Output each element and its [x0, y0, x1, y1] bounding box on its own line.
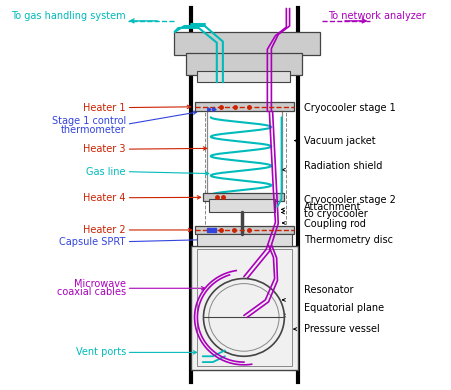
Text: Heater 4: Heater 4 — [83, 193, 125, 203]
Text: Resonator: Resonator — [303, 285, 353, 295]
Bar — [186, 53, 301, 74]
Bar — [190, 246, 297, 370]
Text: Radiation shield: Radiation shield — [303, 161, 381, 171]
Bar — [194, 226, 293, 234]
Text: Microwave: Microwave — [74, 279, 125, 289]
Bar — [196, 250, 291, 366]
Text: Cryocooler stage 1: Cryocooler stage 1 — [303, 103, 395, 113]
Text: Attachment: Attachment — [303, 202, 360, 213]
Text: coaxial cables: coaxial cables — [56, 287, 125, 297]
Text: Cryocooler stage 2: Cryocooler stage 2 — [303, 195, 395, 205]
Bar — [174, 32, 319, 55]
Text: Thermometry disc: Thermometry disc — [303, 235, 392, 245]
Text: To network analyzer: To network analyzer — [327, 11, 425, 21]
Text: Equatorial plane: Equatorial plane — [303, 303, 383, 313]
Text: to cryocooler: to cryocooler — [303, 209, 367, 220]
Text: Vent ports: Vent ports — [75, 347, 125, 357]
Text: Capsule SPRT: Capsule SPRT — [60, 237, 125, 246]
Bar — [196, 234, 291, 246]
Text: Heater 3: Heater 3 — [83, 144, 125, 154]
Circle shape — [203, 278, 284, 356]
Bar — [202, 193, 283, 201]
Text: To gas handling system: To gas handling system — [11, 11, 125, 21]
Bar — [194, 102, 293, 112]
Text: Coupling rod: Coupling rod — [303, 219, 365, 229]
Text: Stage 1 control: Stage 1 control — [51, 116, 125, 126]
Text: Vacuum jacket: Vacuum jacket — [303, 136, 374, 145]
Text: Heater 1: Heater 1 — [83, 103, 125, 113]
Bar — [208, 199, 275, 213]
Text: Heater 2: Heater 2 — [83, 225, 125, 235]
Text: Pressure vessel: Pressure vessel — [303, 324, 379, 334]
Text: thermometer: thermometer — [61, 125, 125, 135]
Bar — [196, 71, 289, 82]
Text: Gas line: Gas line — [86, 167, 125, 177]
